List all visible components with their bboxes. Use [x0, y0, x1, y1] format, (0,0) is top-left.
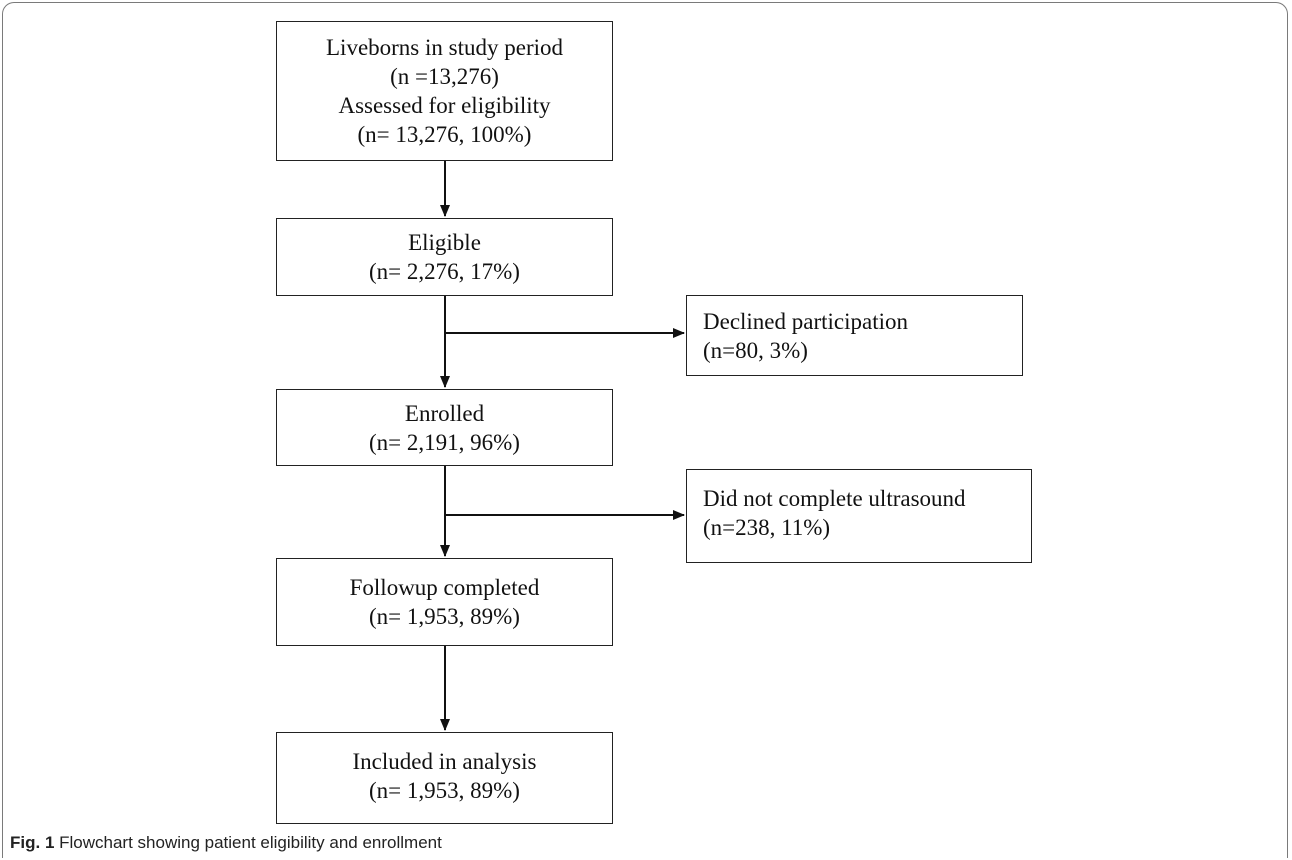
figure-caption-text: Flowchart showing patient eligibility an… [54, 833, 442, 852]
node-declined: Declined participation (n=80, 3%) [686, 295, 1023, 376]
node-eligible-line-1: Eligible [408, 230, 481, 255]
node-analysis-line-1: Included in analysis [352, 749, 537, 774]
node-followup-line-2: (n= 1,953, 89%) [369, 604, 520, 629]
node-no-ultrasound-line-1: Did not complete ultrasound [703, 486, 966, 511]
node-liveborns-line-2: (n =13,276) [390, 64, 499, 89]
node-followup: Followup completed (n= 1,953, 89%) [276, 558, 613, 646]
node-analysis: Included in analysis (n= 1,953, 89%) [276, 732, 613, 824]
node-liveborns: Liveborns in study period (n =13,276) As… [276, 21, 613, 161]
node-no-ultrasound: Did not complete ultrasound (n=238, 11%) [686, 469, 1032, 563]
figure-caption: Fig. 1 Flowchart showing patient eligibi… [10, 833, 442, 853]
node-liveborns-line-3: Assessed for eligibility [338, 93, 551, 118]
node-followup-line-1: Followup completed [349, 575, 540, 600]
node-enrolled: Enrolled (n= 2,191, 96%) [276, 389, 613, 466]
node-eligible-line-2: (n= 2,276, 17%) [369, 259, 520, 284]
node-liveborns-line-1: Liveborns in study period [326, 35, 563, 60]
node-enrolled-line-2: (n= 2,191, 96%) [369, 429, 520, 455]
figure-caption-label: Fig. 1 [10, 833, 55, 852]
node-eligible: Eligible (n= 2,276, 17%) [276, 218, 613, 296]
node-declined-line-1: Declined participation [703, 308, 909, 334]
node-enrolled-line-1: Enrolled [404, 400, 485, 426]
node-declined-line-2: (n=80, 3%) [703, 337, 808, 363]
node-liveborns-line-4: (n= 13,276, 100%) [357, 122, 532, 147]
node-analysis-line-2: (n= 1,953, 89%) [369, 778, 520, 803]
node-no-ultrasound-line-2: (n=238, 11%) [703, 515, 831, 540]
